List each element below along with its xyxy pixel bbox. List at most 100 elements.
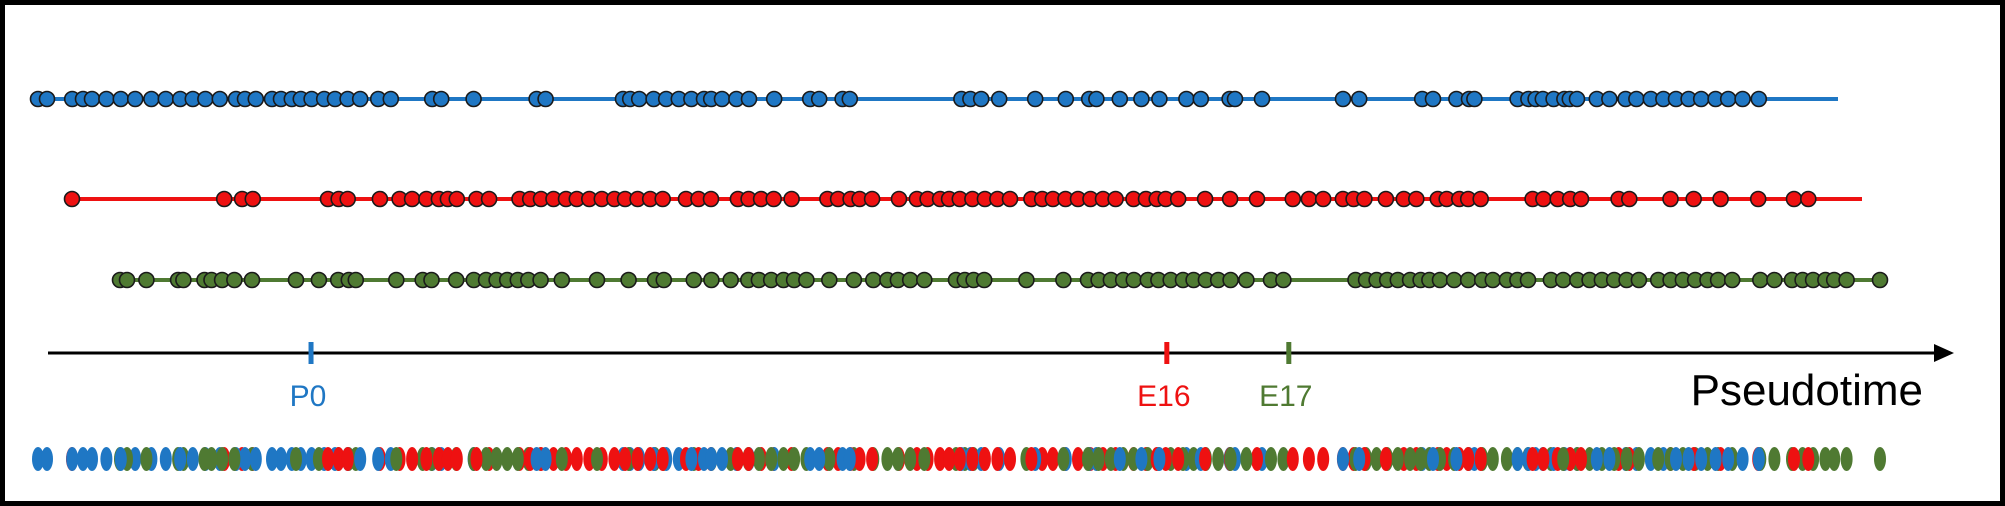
mixed-cell-blue: [159, 447, 172, 471]
mixed-cell-blue: [77, 447, 89, 471]
mixed-cell-blue: [100, 447, 113, 471]
cell-point-green: [703, 271, 720, 289]
cell-point-blue: [1334, 90, 1352, 108]
cell-point-red: [1284, 190, 1302, 208]
mixed-cell-blue: [1752, 447, 1765, 471]
mixed-cell-red: [619, 447, 632, 471]
mixed-cell-green: [1057, 447, 1070, 471]
mixed-cell-blue: [804, 447, 817, 471]
cell-point-blue: [1133, 90, 1150, 108]
cell-point-blue: [247, 90, 265, 108]
cell-point-blue: [1192, 90, 1210, 108]
mixed-cell-blue: [1450, 447, 1463, 471]
cell-point-green: [798, 271, 815, 289]
mixed-cell-red: [470, 447, 483, 471]
cell-point-green: [1871, 271, 1889, 289]
cell-point-green: [1484, 271, 1502, 289]
cell-point-blue: [1692, 90, 1710, 108]
cell-point-red: [480, 190, 498, 208]
cell-point-blue: [1466, 90, 1483, 108]
mixed-cell-red: [1462, 447, 1475, 471]
mixed-cell-red: [644, 447, 657, 471]
mixed-cell-red: [631, 447, 644, 471]
mixed-cell-red: [1379, 447, 1392, 471]
mixed-cell-green: [1632, 447, 1645, 471]
cell-point-blue: [1057, 90, 1075, 108]
cell-point-green: [1519, 271, 1537, 289]
mixed-cell-green: [1768, 447, 1781, 471]
cell-point-red: [1001, 190, 1019, 208]
mixed-cell-blue: [1353, 447, 1366, 471]
mixed-cell-blue: [174, 447, 187, 471]
cell-point-blue: [83, 90, 101, 108]
cell-point-blue: [126, 90, 144, 108]
cell-point-green: [1709, 271, 1727, 289]
cell-point-blue: [1178, 90, 1195, 108]
cell-point-green: [655, 271, 673, 289]
cell-point-blue: [990, 90, 1008, 108]
combined-cells-row: [32, 447, 1886, 471]
mixed-cell-red: [1575, 447, 1587, 471]
cell-point-blue: [432, 90, 450, 108]
mixed-cell-red: [1046, 447, 1059, 471]
mixed-cell-red: [608, 447, 621, 471]
cell-point-blue: [740, 90, 758, 108]
cell-point-green: [722, 271, 740, 289]
cell-point-red: [702, 190, 720, 208]
cell-point-blue: [98, 90, 115, 108]
mixed-cell-green: [891, 447, 904, 471]
mixed-cell-green: [140, 447, 153, 471]
mixed-cell-green: [1224, 447, 1237, 471]
mixed-cell-green: [904, 447, 917, 471]
cell-point-blue: [112, 90, 130, 108]
cell-point-red: [1377, 190, 1395, 208]
cell-point-red: [783, 190, 800, 208]
cell-point-red: [863, 190, 881, 208]
mixed-cell-green: [312, 447, 325, 471]
mixed-cell-red: [656, 447, 669, 471]
cell-point-blue: [1719, 90, 1737, 108]
mixed-cell-blue: [129, 447, 142, 471]
mixed-cell-blue: [114, 447, 127, 471]
mixed-cell-green: [1557, 447, 1570, 471]
cell-point-blue: [143, 90, 160, 108]
mixed-cell-green: [490, 447, 503, 471]
cell-point-blue: [351, 90, 369, 108]
mixed-cell-blue: [32, 447, 44, 471]
mixed-cell-red: [1317, 447, 1330, 471]
mixed-cell-red: [953, 447, 966, 471]
mixed-cell-green: [765, 447, 778, 471]
mixed-cell-green: [511, 447, 524, 471]
cell-point-blue: [1088, 90, 1105, 108]
cell-point-red: [1785, 190, 1803, 208]
mixed-cell-red: [1526, 447, 1539, 471]
cell-point-blue: [38, 90, 56, 108]
mixed-cell-blue: [1427, 447, 1439, 471]
cell-point-red: [1107, 190, 1124, 208]
axis-ticks: P0 E16 E17: [290, 342, 1313, 413]
cell-point-blue: [1568, 90, 1586, 108]
mixed-cell-green: [1414, 447, 1427, 471]
cell-point-green: [553, 271, 571, 289]
mixed-cell-green: [1404, 447, 1417, 471]
mixed-cell-blue: [1736, 447, 1749, 471]
cell-point-green: [1055, 271, 1072, 289]
cell-point-red: [1408, 190, 1425, 208]
tracks-layer: [29, 90, 1889, 289]
cell-point-green: [1431, 271, 1449, 289]
cell-point-blue: [537, 90, 554, 108]
mixed-cell-red: [322, 447, 334, 471]
mixed-cell-red: [1302, 447, 1315, 471]
mixed-cell-red: [934, 447, 947, 471]
mixed-cell-blue: [186, 447, 199, 471]
mixed-cell-green: [881, 447, 894, 471]
mixed-cell-red: [943, 447, 956, 471]
cell-point-blue: [1734, 90, 1751, 108]
cell-point-red: [1300, 190, 1318, 208]
track-green: [111, 271, 1889, 289]
cell-point-blue: [1253, 90, 1271, 108]
cell-point-green: [845, 271, 863, 289]
mixed-cell-red: [866, 447, 879, 471]
cell-point-blue: [197, 90, 214, 108]
